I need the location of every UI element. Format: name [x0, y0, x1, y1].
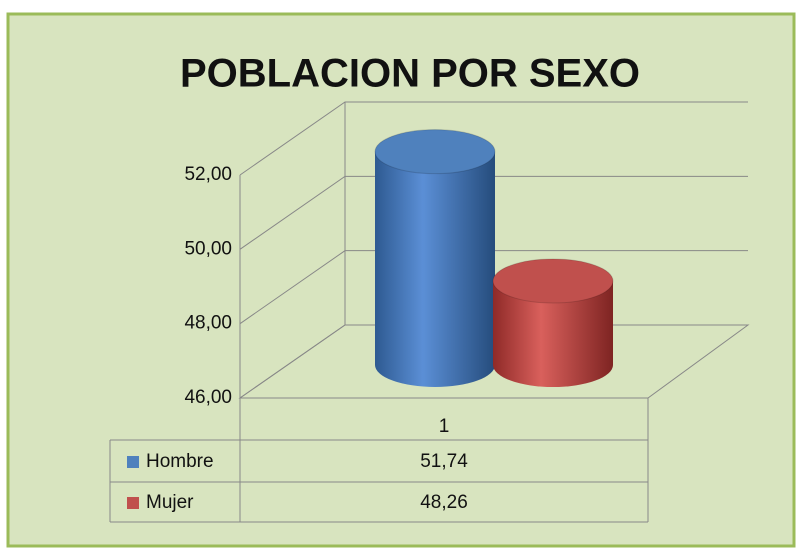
bar: [492, 258, 614, 387]
grid-line: [239, 101, 748, 176]
grid-line: [239, 175, 748, 250]
y-tick-label: 48,00: [184, 313, 232, 334]
legend-swatch: [127, 497, 139, 509]
bar-part: [492, 258, 614, 304]
y-tick-label: 50,00: [184, 238, 232, 259]
table-value: 48,26: [420, 492, 468, 513]
bar-part: [493, 281, 613, 387]
legend-label: Hombre: [146, 451, 214, 472]
bar-part: [374, 129, 496, 175]
grid-line: [239, 250, 748, 325]
legend-label: Mujer: [146, 492, 194, 513]
chart-title: POBLACION POR SEXO: [180, 52, 640, 96]
plot: 46,00 48,00 50,00 52,00 1 Hombre 51,74 Mujer 48,…: [109, 101, 750, 523]
y-tick-label: 46,00: [184, 387, 232, 408]
x-tick-label: 1: [439, 416, 450, 437]
bar: [374, 129, 496, 387]
table-value: 51,74: [420, 451, 468, 472]
grid-line: [239, 324, 748, 399]
bar-part: [375, 151, 495, 387]
legend-swatch: [127, 456, 139, 468]
y-tick-label: 52,00: [184, 164, 232, 185]
